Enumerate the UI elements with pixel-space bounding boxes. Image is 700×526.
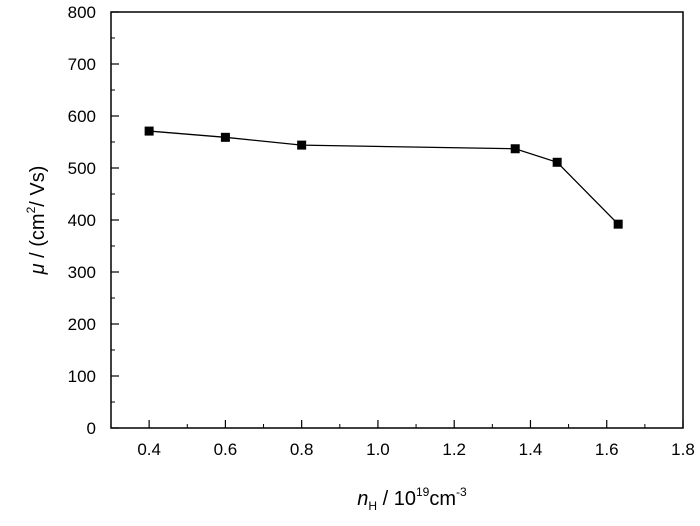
x-tick-label: 0.4 bbox=[137, 440, 161, 459]
x-tick-label: 0.6 bbox=[214, 440, 238, 459]
y-axis-ticks: 0 100 200 300 400 500 600 700 800 bbox=[68, 3, 119, 438]
x-axis-unit-exponent: -3 bbox=[456, 485, 467, 499]
x-axis-symbol: n bbox=[357, 488, 368, 510]
y-tick-label: 300 bbox=[68, 263, 96, 282]
data-point bbox=[552, 157, 562, 167]
series-layer bbox=[144, 126, 623, 229]
x-axis-title: nH / 1019cm-3 bbox=[357, 485, 467, 513]
data-point bbox=[297, 140, 307, 150]
y-axis-exponent: 2 bbox=[24, 206, 38, 213]
y-tick-label: 200 bbox=[68, 315, 96, 334]
y-tick-label: 800 bbox=[68, 3, 96, 22]
x-axis-unit: cm bbox=[429, 488, 456, 510]
x-tick-label: 1.2 bbox=[442, 440, 466, 459]
x-axis-exponent: 19 bbox=[416, 485, 430, 499]
y-tick-label: 400 bbox=[68, 211, 96, 230]
series-line bbox=[149, 130, 619, 225]
y-axis-text-before: / (cm bbox=[27, 213, 49, 263]
y-tick-label: 100 bbox=[68, 367, 96, 386]
y-axis-symbol: μ bbox=[27, 263, 49, 275]
y-tick-label: 500 bbox=[68, 159, 96, 178]
data-point bbox=[220, 132, 230, 142]
x-tick-label: 1.8 bbox=[671, 440, 695, 459]
x-tick-label: 1.6 bbox=[595, 440, 619, 459]
x-axis-ticks: 0.4 0.6 0.8 1.0 1.2 1.4 1.6 1.8 bbox=[110, 420, 695, 459]
y-axis-text-after: / Vs) bbox=[27, 166, 49, 207]
data-point bbox=[613, 219, 623, 229]
y-tick-label: 700 bbox=[68, 55, 96, 74]
x-tick-label: 1.0 bbox=[366, 440, 390, 459]
y-tick-label: 600 bbox=[68, 107, 96, 126]
y-tick-label: 0 bbox=[87, 419, 96, 438]
data-point bbox=[144, 126, 154, 136]
x-axis-text: / 10 bbox=[377, 488, 416, 510]
x-tick-label: 0.8 bbox=[290, 440, 314, 459]
x-axis-subscript: H bbox=[368, 499, 377, 513]
y-axis-title: μ / (cm2/ Vs) bbox=[24, 166, 49, 276]
x-tick-label: 1.4 bbox=[519, 440, 543, 459]
plot-frame bbox=[110, 11, 684, 429]
data-point bbox=[510, 144, 520, 154]
